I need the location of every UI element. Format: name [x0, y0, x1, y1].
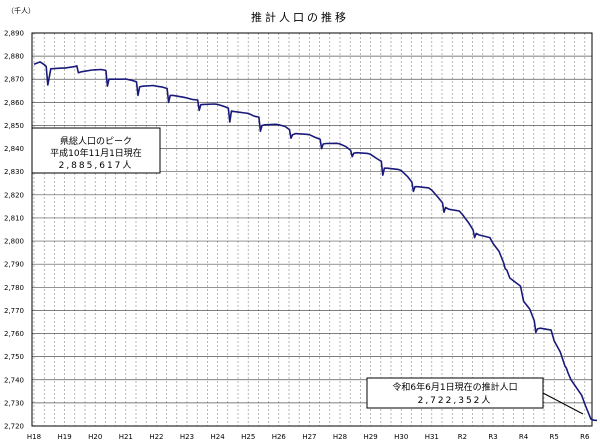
x-tick-label: H19 [58, 433, 72, 441]
x-tick-label: H25 [241, 433, 255, 441]
peak-annotation-date: 平成10年11月1日現在 [50, 147, 142, 159]
x-tick-label: R5 [550, 433, 559, 441]
y-tick-label: 2,840 [4, 145, 24, 153]
x-tick-label: H20 [88, 433, 102, 441]
y-tick-label: 2,740 [4, 376, 24, 384]
y-tick-label: 2,760 [4, 330, 24, 338]
x-tick-label: R4 [519, 433, 529, 441]
y-tick-label: 2,800 [4, 238, 24, 246]
current-annotation-title: 令和6年6月1日現在の推計人口 [392, 381, 517, 393]
x-tick-label: H30 [394, 433, 408, 441]
y-tick-label: 2,830 [4, 168, 24, 176]
population-series [33, 61, 598, 422]
x-tick-label: H26 [272, 433, 287, 441]
x-tick-label: H24 [211, 433, 226, 441]
x-tick-label: H23 [180, 433, 194, 441]
y-tick-label: 2,730 [4, 399, 24, 407]
plot-area-frame [31, 32, 593, 427]
current-annotation-box [366, 377, 544, 409]
peak-annotation-box [31, 127, 161, 174]
series-line [33, 61, 598, 422]
y-tick-label: 2,820 [4, 191, 24, 199]
chart-title: 推計人口の推移 [251, 10, 349, 24]
peak-annotation: 県総人口のピーク 平成10年11月1日現在 2,885,617人 [31, 127, 161, 174]
x-tick-label: H22 [149, 433, 163, 441]
y-tick-label: 2,770 [4, 307, 24, 315]
x-tick-label: H28 [333, 433, 347, 441]
y-axis-unit-label: （千人） [7, 6, 35, 15]
y-tick-label: 2,860 [4, 99, 24, 107]
y-tick-label: 2,850 [4, 122, 24, 130]
peak-annotation-title: 県総人口のピーク [60, 135, 132, 147]
x-tick-label: R3 [488, 433, 497, 441]
y-tick-label: 2,810 [4, 214, 24, 222]
x-tick-label: R2 [458, 433, 467, 441]
x-tick-label: R6 [580, 433, 590, 441]
y-tick-label: 2,780 [4, 284, 24, 292]
current-annotation: 令和6年6月1日現在の推計人口 2,722,352人 [366, 377, 584, 415]
x-tick-label: H31 [425, 433, 439, 441]
x-tick-label: H29 [364, 433, 378, 441]
y-tick-label: 2,880 [4, 53, 24, 61]
horizontal-gridlines [32, 32, 592, 427]
x-tick-label: H21 [119, 433, 133, 441]
current-annotation-leader [542, 392, 584, 415]
x-tick-label: H18 [27, 433, 41, 441]
y-tick-label: 2,890 [4, 30, 24, 38]
y-axis-tick-labels: 2,890 2,880 2,870 2,860 2,850 2,840 2,830 2,820… [4, 30, 24, 431]
y-tick-label: 2,720 [4, 423, 24, 431]
peak-annotation-value: 2,885,617人 [59, 160, 134, 171]
x-tick-label: H27 [302, 433, 316, 441]
y-tick-label: 2,750 [4, 353, 24, 361]
x-axis-tick-labels: H18 H19 H20 H21 H22 H23 H24 H25 H26 H27 H28 H29 H30 H… [27, 433, 590, 441]
y-tick-label: 2,870 [4, 76, 24, 84]
vertical-gridlines [33, 33, 586, 426]
y-tick-label: 2,790 [4, 261, 24, 269]
current-annotation-value: 2,722,352人 [418, 395, 493, 406]
